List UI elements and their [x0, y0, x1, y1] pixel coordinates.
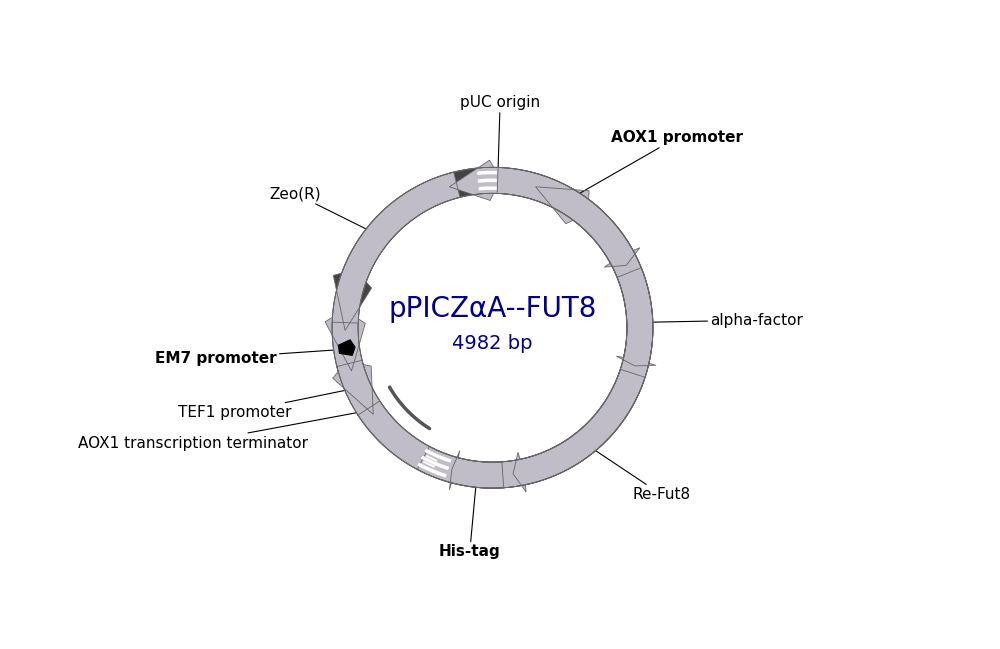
Text: TEF1 promoter: TEF1 promoter: [178, 391, 345, 421]
Text: AOX1 transcription terminator: AOX1 transcription terminator: [78, 413, 356, 450]
Polygon shape: [332, 172, 653, 488]
Text: 4982 bp: 4982 bp: [452, 334, 533, 353]
Polygon shape: [449, 451, 504, 490]
Polygon shape: [513, 369, 645, 492]
Polygon shape: [332, 167, 653, 488]
Polygon shape: [338, 340, 355, 355]
Polygon shape: [497, 167, 640, 267]
Text: pPICZαA--FUT8: pPICZαA--FUT8: [388, 295, 597, 323]
Polygon shape: [325, 167, 653, 488]
Polygon shape: [333, 167, 653, 488]
Text: alpha-factor: alpha-factor: [653, 313, 803, 328]
Text: pUC origin: pUC origin: [460, 95, 540, 167]
Text: Zeo(R): Zeo(R): [269, 186, 366, 229]
Polygon shape: [332, 167, 653, 488]
Text: Re-Fut8: Re-Fut8: [596, 450, 691, 502]
Text: EM7 promoter: EM7 promoter: [155, 350, 334, 365]
Text: AOX1 promoter: AOX1 promoter: [580, 130, 743, 193]
Text: His-tag: His-tag: [439, 487, 501, 559]
Polygon shape: [617, 267, 656, 366]
Polygon shape: [332, 160, 653, 488]
